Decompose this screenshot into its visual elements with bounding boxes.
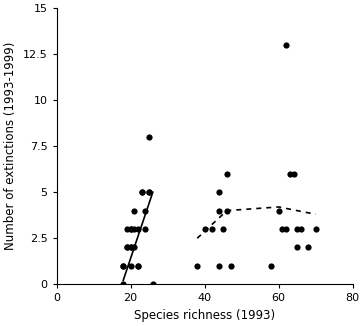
Point [224,208,230,213]
Point [146,190,152,195]
Point [135,227,141,232]
Point [298,227,304,232]
Point [224,171,230,176]
Point [120,282,126,287]
Point [128,263,134,268]
Point [194,263,200,268]
Point [220,227,226,232]
Point [146,190,152,195]
Point [217,208,222,213]
X-axis label: Species richness (1993): Species richness (1993) [134,309,275,322]
Point [120,263,126,268]
Point [135,263,141,268]
Point [139,190,145,195]
Point [283,42,289,48]
Y-axis label: Number of extinctions (1993-1999): Number of extinctions (1993-1999) [4,42,17,250]
Point [120,263,126,268]
Point [217,190,222,195]
Point [290,171,296,176]
Point [128,227,134,232]
Point [217,263,222,268]
Point [139,190,145,195]
Point [294,245,300,250]
Point [128,245,134,250]
Point [142,227,148,232]
Point [131,227,137,232]
Point [146,134,152,140]
Point [294,227,300,232]
Point [287,171,293,176]
Point [128,245,134,250]
Point [135,263,141,268]
Point [268,263,274,268]
Point [283,227,289,232]
Point [313,227,318,232]
Point [124,227,130,232]
Point [142,208,148,213]
Point [276,208,282,213]
Point [131,245,137,250]
Point [280,227,285,232]
Point [124,245,130,250]
Point [131,208,137,213]
Point [150,282,156,287]
Point [305,245,311,250]
Point [228,263,233,268]
Point [124,245,130,250]
Point [128,227,134,232]
Point [209,227,215,232]
Point [202,227,207,232]
